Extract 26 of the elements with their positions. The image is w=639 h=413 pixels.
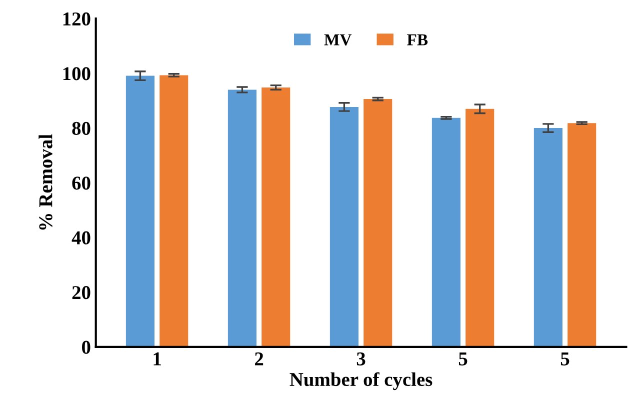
bar [364,99,392,347]
legend-label: FB [407,34,428,46]
bar [568,123,596,347]
bar [330,106,358,347]
bar [534,128,562,347]
y-tick-label: 40 [72,231,90,244]
y-tick-label: 100 [63,67,90,80]
bar [262,88,290,347]
y-tick-label: 20 [72,286,90,300]
bar [160,75,188,347]
x-tick-label: 3 [356,352,366,366]
legend-label: MV [324,34,352,46]
x-tick-label: 1 [154,352,161,366]
x-tick-label: 5 [560,352,570,366]
x-axis-title: Number of cycles [290,372,432,390]
y-tick-label: 120 [63,12,90,26]
bar [432,118,460,347]
y-axis-title: % Removal [38,134,52,230]
y-tick-label: 0 [82,340,90,354]
y-tick-label: 80 [72,122,90,135]
y-tick-label: 60 [72,176,90,190]
bar [228,90,256,347]
bar [466,108,494,347]
x-tick-label: 2 [254,352,264,366]
x-tick-label: 5 [458,352,468,366]
bar [126,76,154,347]
